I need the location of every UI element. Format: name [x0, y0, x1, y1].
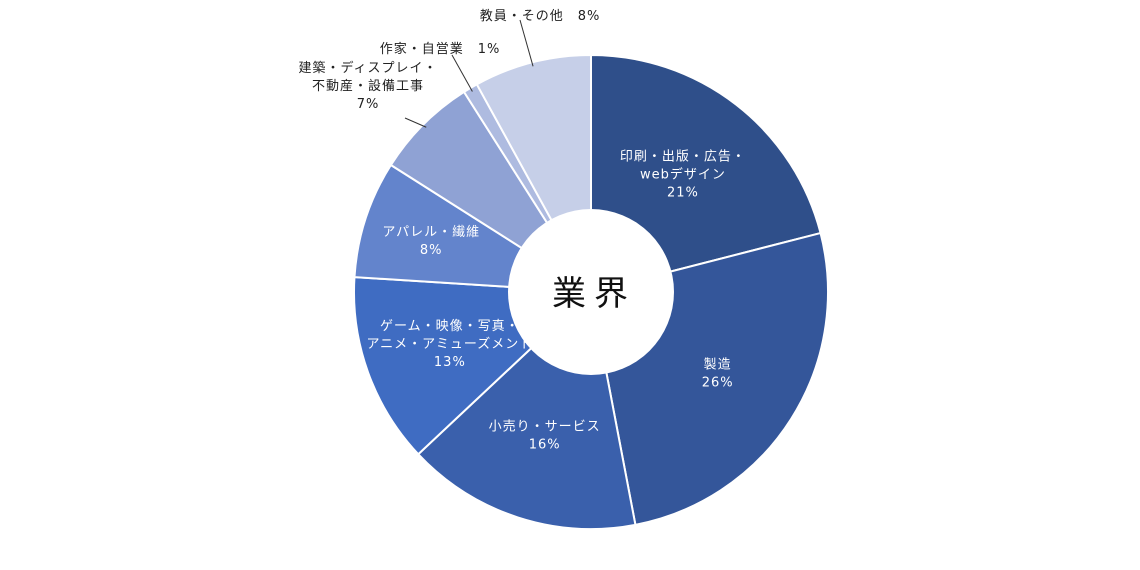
slice-label-line: アニメ・アミューズメント — [366, 336, 533, 352]
slice-label-line: 26% — [702, 375, 734, 390]
slice-label-line: 作家・自営業 1% — [380, 41, 501, 57]
leader-lines — [404, 19, 534, 128]
slice-label-line: 小売り・サービス — [489, 419, 601, 435]
slice-label-line: webデザイン — [640, 166, 726, 182]
leader-line-6 — [404, 117, 427, 128]
leader-line-7 — [451, 54, 473, 92]
slice-label-line: 16% — [529, 438, 561, 453]
slice-label-5: アパレル・繊維 8% — [382, 224, 480, 258]
slice-label-6: 建築・ディスプレイ・不動産・設備工事 7% — [298, 60, 437, 112]
slice-label-line: 8% — [420, 243, 443, 258]
donut-hole — [508, 209, 674, 375]
slice-label-7: 作家・自営業 1% — [380, 41, 501, 57]
slice-label-line: 7% — [357, 97, 380, 112]
slice-label-4: ゲーム・映像・写真・アニメ・アミューズメント 13% — [366, 319, 533, 370]
slice-label-line: 教員・その他 8% — [480, 8, 601, 24]
slice-label-8: 教員・その他 8% — [480, 8, 601, 24]
slice-label-line: 13% — [434, 355, 466, 370]
slice-label-line: アパレル・繊維 — [382, 224, 480, 240]
slice-label-line: 不動産・設備工事 — [312, 78, 424, 94]
chart-title: 業界 — [552, 274, 636, 314]
slice-label-3: 小売り・サービス 16% — [489, 419, 601, 453]
slice-label-1: 印刷・出版・広告・ webデザイン 21% — [620, 149, 746, 200]
slice-label-line: 製造 — [704, 357, 732, 372]
slice-label-line: 印刷・出版・広告・ — [620, 149, 746, 164]
slice-label-line: 21% — [667, 185, 699, 200]
slice-label-line: 建築・ディスプレイ・ — [298, 60, 437, 76]
slice-label-2: 製造 26% — [702, 357, 734, 390]
slice-labels: 印刷・出版・広告・ webデザイン 21% 製造 26% 小売り・サービス 16% ゲーム・映… — [298, 8, 746, 453]
slice-label-line: ゲーム・映像・写真・ — [380, 319, 520, 334]
leader-line-8 — [519, 19, 534, 67]
